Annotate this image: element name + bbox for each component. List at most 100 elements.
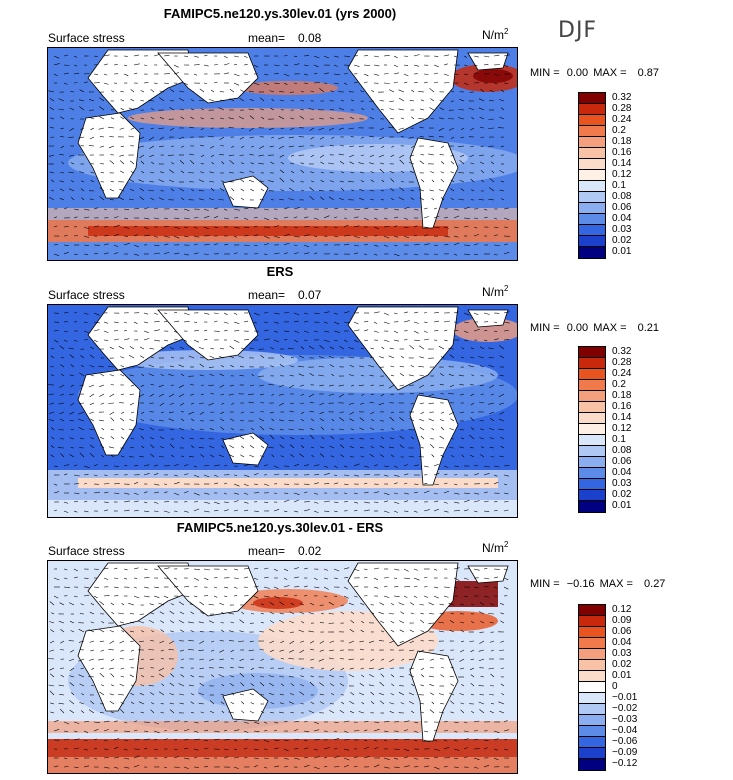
stress-vector <box>308 612 315 615</box>
stress-vector <box>480 136 485 138</box>
stress-vector <box>453 567 460 570</box>
stress-vector <box>493 73 500 76</box>
stress-vector <box>203 757 210 759</box>
stress-vector <box>170 145 175 147</box>
stress-vector <box>268 692 275 696</box>
stress-vector <box>413 234 418 237</box>
stress-vector <box>383 510 390 513</box>
stress-vector <box>109 136 115 138</box>
stress-vector <box>503 54 510 57</box>
stress-vector <box>263 338 270 341</box>
stress-vector <box>333 721 339 723</box>
stress-vector <box>183 217 190 220</box>
stress-vector <box>353 730 360 732</box>
stress-vector <box>149 437 155 440</box>
stress-vector <box>349 116 355 120</box>
panel-2-min-value: 0.00 <box>566 322 589 334</box>
stress-vector <box>310 154 315 158</box>
stress-vector <box>310 145 315 147</box>
stress-vector <box>313 510 319 513</box>
stress-vector <box>261 710 265 714</box>
stress-vector <box>123 321 127 324</box>
stress-vector <box>58 429 65 431</box>
stress-vector <box>318 374 325 377</box>
stress-vector <box>493 465 500 468</box>
stress-vector <box>399 444 405 449</box>
stress-vector <box>480 454 485 458</box>
stress-vector <box>283 252 289 255</box>
stress-vector <box>479 601 485 606</box>
stress-vector <box>293 721 300 723</box>
stress-vector <box>53 253 60 256</box>
stress-vector <box>423 312 428 314</box>
colorbar-swatch <box>579 748 605 759</box>
stress-vector <box>400 170 405 174</box>
stress-vector <box>353 595 358 598</box>
stress-vector <box>150 116 155 120</box>
stress-vector <box>248 90 255 93</box>
stress-vector <box>180 674 185 678</box>
stress-vector <box>258 154 265 157</box>
stress-vector <box>369 374 375 377</box>
stress-vector <box>200 171 205 174</box>
stress-vector <box>69 393 75 395</box>
stress-vector <box>140 411 145 414</box>
stress-vector <box>133 586 138 589</box>
stress-vector <box>293 320 299 323</box>
stress-vector <box>193 721 199 724</box>
stress-vector <box>83 586 90 589</box>
stress-vector <box>120 91 125 93</box>
panel-1-mean-value: 0.08 <box>298 31 322 45</box>
stress-vector <box>369 640 375 643</box>
stress-vector <box>420 667 425 671</box>
stress-vector <box>243 586 248 588</box>
stress-vector <box>243 509 249 512</box>
stress-vector <box>249 711 255 714</box>
stress-vector <box>390 667 395 669</box>
stress-vector <box>478 685 485 687</box>
stress-vector <box>223 329 228 332</box>
stress-vector <box>279 619 285 624</box>
stress-vector <box>489 447 495 449</box>
stress-vector <box>353 252 359 255</box>
stress-vector <box>259 682 265 687</box>
stress-vector <box>323 568 329 571</box>
stress-vector <box>203 577 209 581</box>
stress-vector <box>273 321 279 324</box>
stress-vector <box>280 658 285 660</box>
stress-vector <box>463 321 469 323</box>
stress-vector <box>301 189 305 192</box>
stress-vector <box>409 418 415 422</box>
stress-vector <box>70 428 75 431</box>
stress-vector <box>63 721 70 725</box>
stress-vector <box>309 127 315 131</box>
stress-vector <box>423 81 428 84</box>
stress-vector <box>269 427 275 431</box>
stress-vector <box>101 428 105 431</box>
stress-vector <box>418 345 425 350</box>
stress-vector <box>340 145 345 147</box>
stress-vector <box>470 658 475 661</box>
stress-vector <box>489 89 495 93</box>
stress-vector <box>363 235 368 238</box>
stress-vector <box>261 116 265 120</box>
stress-vector <box>419 374 425 377</box>
stress-vector <box>239 619 245 624</box>
stress-vector <box>363 577 368 579</box>
stress-vector <box>49 673 55 678</box>
stress-vector <box>150 108 155 111</box>
stress-vector <box>453 483 458 486</box>
stress-vector <box>290 454 295 458</box>
stress-vector <box>173 252 180 255</box>
panel-2-units: N/m2 <box>482 284 509 299</box>
stress-vector <box>443 465 449 468</box>
stress-vector <box>418 91 425 93</box>
stress-vector <box>378 612 385 615</box>
stress-vector <box>453 739 458 742</box>
stress-vector <box>483 568 488 570</box>
stress-vector <box>203 501 210 504</box>
stress-vector <box>428 418 435 422</box>
stress-vector <box>178 683 185 687</box>
stress-vector <box>499 384 505 386</box>
stress-vector <box>418 658 425 660</box>
